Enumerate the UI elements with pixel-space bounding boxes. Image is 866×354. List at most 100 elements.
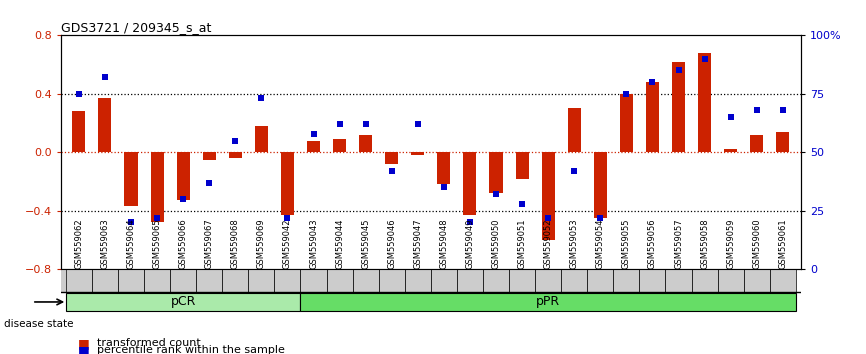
FancyBboxPatch shape (66, 269, 92, 292)
Text: disease state: disease state (4, 319, 74, 329)
Bar (750, 135, 763, 152)
Point (410, 121, 424, 127)
Point (515, 201, 529, 206)
Bar (620, 94, 633, 152)
Text: GSM559061: GSM559061 (779, 218, 787, 269)
Point (593, 215, 607, 221)
FancyBboxPatch shape (744, 269, 770, 292)
Bar (489, 152, 502, 193)
FancyBboxPatch shape (457, 269, 483, 292)
FancyBboxPatch shape (509, 269, 535, 292)
Text: GSM559050: GSM559050 (492, 218, 501, 269)
FancyBboxPatch shape (61, 269, 791, 292)
FancyBboxPatch shape (692, 269, 718, 292)
FancyBboxPatch shape (665, 269, 692, 292)
Text: percentile rank within the sample: percentile rank within the sample (97, 346, 285, 354)
Text: pCR: pCR (171, 296, 196, 308)
Bar (463, 152, 476, 215)
Text: GSM559055: GSM559055 (622, 218, 630, 269)
Bar (151, 152, 164, 222)
Bar (307, 141, 320, 152)
Text: GSM559064: GSM559064 (126, 218, 135, 269)
Text: GSM559047: GSM559047 (413, 218, 423, 269)
FancyBboxPatch shape (431, 269, 457, 292)
Bar (385, 152, 398, 164)
Text: ■: ■ (78, 344, 90, 354)
FancyBboxPatch shape (301, 269, 326, 292)
FancyBboxPatch shape (378, 269, 404, 292)
Bar (646, 82, 659, 152)
Point (724, 114, 738, 120)
Point (385, 168, 398, 174)
Point (776, 107, 790, 113)
Text: GSM559057: GSM559057 (674, 218, 683, 269)
Text: GSM559051: GSM559051 (518, 218, 527, 269)
Bar (255, 126, 268, 152)
FancyBboxPatch shape (249, 269, 275, 292)
Text: GSM559067: GSM559067 (204, 218, 214, 269)
Point (698, 56, 712, 62)
Text: GSM559060: GSM559060 (753, 218, 761, 269)
Bar (125, 152, 138, 206)
Text: GSM559052: GSM559052 (544, 218, 553, 269)
FancyBboxPatch shape (66, 293, 301, 311)
Point (98, 75, 112, 80)
Text: GSM559045: GSM559045 (361, 218, 370, 269)
Text: GSM559065: GSM559065 (152, 218, 162, 269)
Text: GSM559062: GSM559062 (74, 218, 83, 269)
Bar (568, 108, 581, 152)
FancyBboxPatch shape (326, 269, 352, 292)
FancyBboxPatch shape (352, 269, 378, 292)
Text: pPR: pPR (536, 296, 560, 308)
FancyBboxPatch shape (613, 269, 639, 292)
Text: ■: ■ (78, 337, 90, 350)
Text: GDS3721 / 209345_s_at: GDS3721 / 209345_s_at (61, 21, 211, 34)
Point (672, 68, 686, 73)
FancyBboxPatch shape (483, 269, 509, 292)
Text: GSM559042: GSM559042 (283, 218, 292, 269)
Bar (724, 149, 737, 152)
Point (150, 215, 164, 221)
Point (567, 168, 581, 174)
FancyBboxPatch shape (718, 269, 744, 292)
Bar (411, 152, 424, 155)
Text: GSM559066: GSM559066 (178, 218, 188, 269)
Bar (515, 152, 528, 178)
Point (281, 215, 294, 221)
Text: GSM559049: GSM559049 (465, 218, 475, 269)
FancyBboxPatch shape (223, 269, 249, 292)
Text: GSM559069: GSM559069 (257, 218, 266, 269)
Point (359, 121, 372, 127)
Text: GSM559053: GSM559053 (570, 218, 578, 269)
Point (750, 107, 764, 113)
Bar (333, 139, 346, 152)
FancyBboxPatch shape (301, 293, 796, 311)
Text: GSM559068: GSM559068 (231, 218, 240, 269)
Bar (594, 152, 607, 218)
Text: GSM559044: GSM559044 (335, 218, 344, 269)
FancyBboxPatch shape (535, 269, 561, 292)
Text: GSM559063: GSM559063 (100, 218, 109, 269)
Point (307, 131, 320, 136)
Bar (99, 98, 112, 152)
Point (203, 180, 216, 185)
Text: GSM559058: GSM559058 (700, 218, 709, 269)
Bar (698, 53, 711, 152)
Text: GSM559046: GSM559046 (387, 218, 397, 269)
Bar (359, 135, 372, 152)
Point (229, 138, 242, 143)
FancyBboxPatch shape (770, 269, 796, 292)
Text: transformed count: transformed count (97, 338, 201, 348)
Point (463, 219, 477, 225)
Text: GSM559056: GSM559056 (648, 218, 657, 269)
Bar (73, 111, 86, 152)
Point (333, 121, 346, 127)
FancyBboxPatch shape (404, 269, 431, 292)
Point (645, 79, 659, 85)
FancyBboxPatch shape (639, 269, 665, 292)
Point (489, 192, 503, 197)
Text: GSM559048: GSM559048 (439, 218, 449, 269)
FancyBboxPatch shape (118, 269, 144, 292)
Bar (437, 152, 450, 184)
FancyBboxPatch shape (92, 269, 118, 292)
